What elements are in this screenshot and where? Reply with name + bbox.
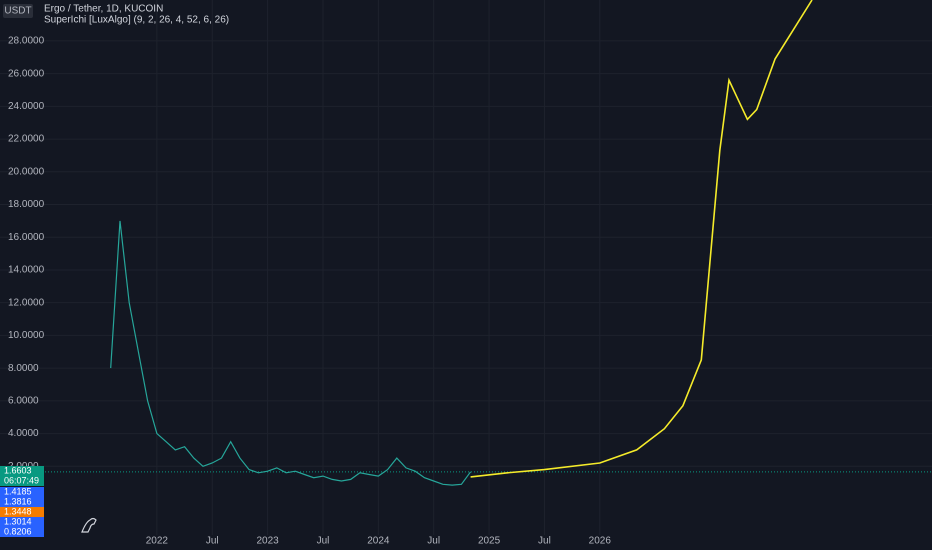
y-tick-label: 4.0000 (8, 428, 39, 439)
y-tick-label: 8.0000 (8, 363, 39, 374)
price-tag (0, 476, 44, 486)
x-tick-label: 2025 (478, 536, 501, 547)
y-tick-label: 12.0000 (8, 297, 45, 308)
y-tick-label: 6.0000 (8, 395, 39, 406)
x-tick-label: Jul (538, 536, 551, 547)
logo[interactable] (81, 517, 97, 533)
y-tick-label: 18.0000 (8, 199, 45, 210)
y-tick-label: 28.0000 (8, 36, 45, 47)
y-tick-label: 26.0000 (8, 68, 45, 79)
price-tag (0, 487, 44, 497)
y-tick-label: 22.0000 (8, 134, 45, 145)
x-tick-label: 2023 (256, 536, 279, 547)
x-tick-label: 2026 (589, 536, 612, 547)
y-tick-label: 14.0000 (8, 265, 45, 276)
series-line (470, 0, 813, 478)
currency-badge[interactable] (3, 4, 33, 18)
price-tag-label: 1.6603 (4, 465, 32, 475)
price-tag-label: 0.8206 (4, 526, 32, 536)
x-tick-label: 2024 (367, 536, 390, 547)
y-tick-label: 20.0000 (8, 166, 45, 177)
price-tag-label: 1.3014 (4, 516, 32, 526)
price-tag-label: 1.4185 (4, 486, 32, 496)
x-tick-label: Jul (427, 536, 440, 547)
price-tag-label: 1.3448 (4, 506, 32, 516)
y-tick-label: 16.0000 (8, 232, 45, 243)
indicator[interactable]: SuperIchi [LuxAlgo] (9, 2, 26, 4, 52, 6,… (44, 15, 229, 26)
price-tag (0, 507, 44, 517)
price-tag-label: 1.3816 (4, 496, 32, 506)
x-tick-label: Jul (206, 536, 219, 547)
price-tag (0, 527, 44, 537)
x-tick-label: Jul (317, 536, 330, 547)
price-tag (0, 517, 44, 527)
price-tag (0, 497, 44, 507)
symbol: Ergo / Tether, 1D, KUCOIN (44, 4, 163, 15)
price-tag (0, 466, 44, 476)
currency[interactable]: USDT (4, 6, 31, 17)
x-tick-label: 2022 (146, 536, 169, 547)
y-tick-label: 24.0000 (8, 101, 45, 112)
y-tick-label: 10.0000 (8, 330, 45, 341)
price-tag-label: 06:07:49 (4, 475, 39, 485)
series-line (110, 220, 472, 486)
